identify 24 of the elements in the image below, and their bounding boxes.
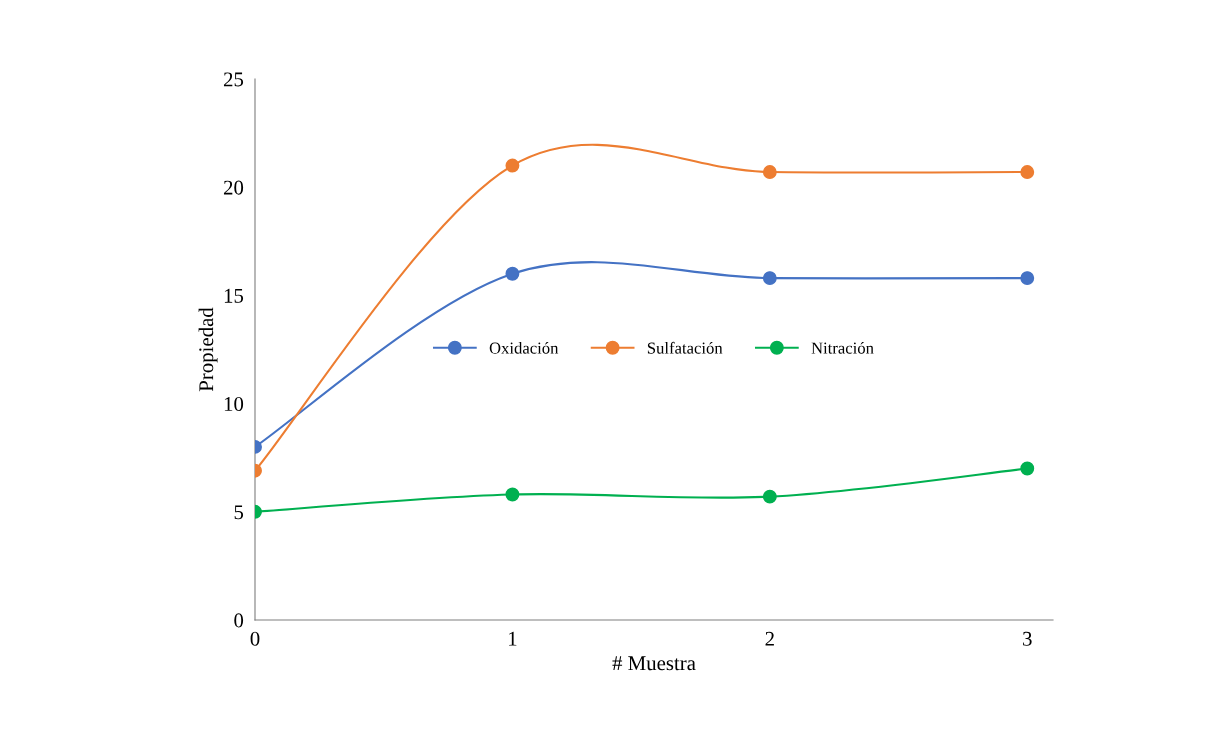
point	[505, 266, 520, 281]
point	[1020, 271, 1035, 286]
y-tick-label: 20	[223, 180, 244, 195]
y-tick-label: 25	[223, 72, 244, 87]
y-tick-label: 15	[224, 288, 244, 303]
y-axis-title: Propiedad	[198, 307, 218, 392]
point	[1020, 461, 1035, 476]
point	[762, 271, 777, 286]
x-tick-label: 1	[509, 631, 517, 646]
y-tick-label: 0	[234, 613, 244, 628]
point	[1020, 165, 1035, 179]
legend-label: Nitración	[811, 341, 874, 354]
point	[505, 487, 520, 502]
x-tick-label: 0	[250, 631, 260, 646]
x-tick-label: 3	[1023, 631, 1032, 646]
x-tick-label: 2	[765, 631, 774, 646]
point	[762, 165, 777, 179]
y-tick-label: 5	[234, 505, 244, 520]
y-tick-label: 10	[224, 396, 244, 412]
legend-label: Oxidación	[489, 341, 559, 354]
point	[505, 158, 520, 173]
point	[762, 489, 777, 504]
legend-label: Sulfatación	[647, 341, 723, 354]
x-axis-title: # Muestra	[612, 656, 696, 671]
